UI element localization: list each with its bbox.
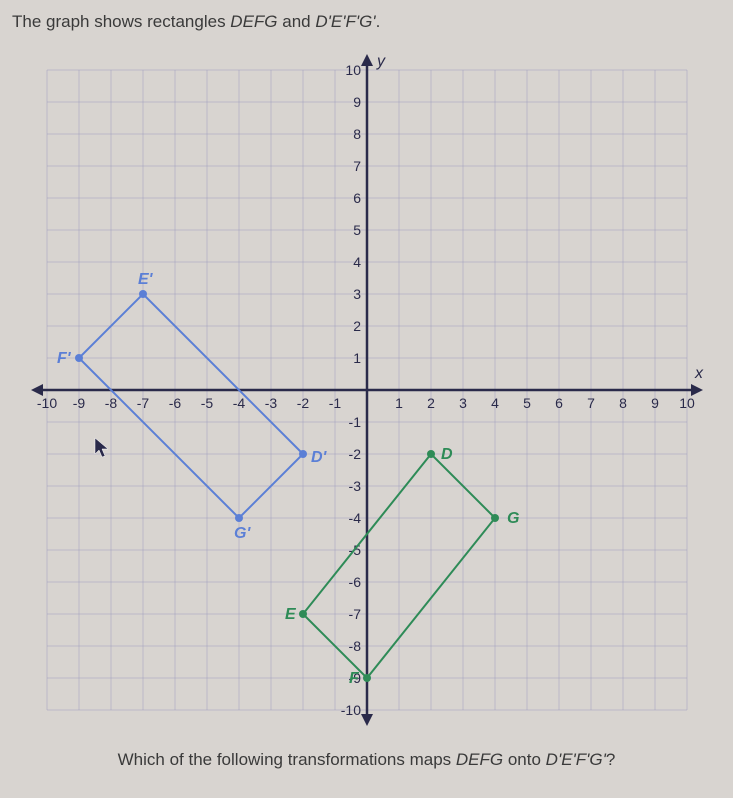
x-axis-label: x (694, 365, 704, 382)
q-top-prefix: The graph shows rectangles (12, 12, 230, 31)
y-tick-label: 1 (353, 350, 361, 366)
y-axis-label: y (376, 53, 386, 70)
y-tick-label: -2 (348, 446, 361, 462)
x-tick-label: 4 (491, 395, 499, 411)
x-tick-label: 2 (427, 395, 435, 411)
q-top-shape1: DEFG (230, 12, 277, 31)
q-bot-mid: onto (503, 750, 546, 769)
x-tick-label: 3 (459, 395, 467, 411)
y-tick-label: 4 (353, 254, 361, 270)
x-tick-label: 10 (679, 395, 695, 411)
x-tick-label: -7 (136, 395, 149, 411)
q-top-suffix: . (376, 12, 381, 31)
vertex-label-E: E (285, 606, 297, 623)
y-tick-label: -8 (348, 638, 361, 654)
x-tick-label: -10 (36, 395, 56, 411)
question-text-top: The graph shows rectangles DEFG and D'E'… (12, 12, 721, 32)
y-tick-label: -6 (348, 574, 361, 590)
x-tick-label: 9 (651, 395, 659, 411)
x-tick-label: -2 (296, 395, 309, 411)
q-bot-suffix: ? (606, 750, 615, 769)
vertex-label-G: G (507, 510, 519, 527)
y-tick-label: 3 (353, 286, 361, 302)
x-tick-label: 8 (619, 395, 627, 411)
q-bot-prefix: Which of the following transformations m… (118, 750, 456, 769)
vertex-F (363, 674, 371, 682)
vertex-D' (299, 450, 307, 458)
x-tick-label: -3 (264, 395, 277, 411)
q-top-shape2: D'E'F'G' (315, 12, 375, 31)
y-tick-label: -10 (340, 702, 360, 718)
question-text-bottom: Which of the following transformations m… (12, 750, 721, 770)
y-arrow-down (361, 714, 373, 726)
vertex-label-E': E' (138, 271, 154, 288)
x-tick-label: 1 (395, 395, 403, 411)
y-tick-label: 6 (353, 190, 361, 206)
vertex-D (427, 450, 435, 458)
coordinate-graph: -10-9-8-7-6-5-4-3-2-112345678910-10-9-8-… (17, 40, 717, 740)
q-bot-shape2: D'E'F'G' (546, 750, 606, 769)
vertex-label-G': G' (234, 525, 251, 542)
y-tick-label: 2 (353, 318, 361, 334)
y-tick-label: 7 (353, 158, 361, 174)
vertex-label-F: F (349, 670, 360, 687)
y-tick-label: 5 (353, 222, 361, 238)
q-top-mid: and (278, 12, 316, 31)
x-tick-label: 5 (523, 395, 531, 411)
vertex-G (491, 514, 499, 522)
vertex-E (299, 610, 307, 618)
vertex-label-F': F' (57, 350, 72, 367)
x-tick-label: 6 (555, 395, 563, 411)
vertex-label-D: D (441, 446, 453, 463)
vertex-G' (235, 514, 243, 522)
y-tick-label: -7 (348, 606, 361, 622)
y-tick-label: 8 (353, 126, 361, 142)
y-tick-label: 9 (353, 94, 361, 110)
y-tick-label: -4 (348, 510, 361, 526)
x-tick-label: -9 (72, 395, 85, 411)
x-tick-label: -8 (104, 395, 117, 411)
x-tick-label: -4 (232, 395, 245, 411)
y-tick-label: -3 (348, 478, 361, 494)
vertex-F' (75, 354, 83, 362)
vertex-E' (139, 290, 147, 298)
vertex-label-D': D' (311, 449, 328, 466)
y-tick-label: -1 (348, 414, 361, 430)
x-tick-label: -5 (200, 395, 213, 411)
x-tick-label: -6 (168, 395, 181, 411)
y-arrow-up (361, 54, 373, 66)
q-bot-shape1: DEFG (456, 750, 503, 769)
x-tick-label: 7 (587, 395, 595, 411)
x-tick-label: -1 (328, 395, 341, 411)
y-tick-label: 10 (345, 62, 361, 78)
